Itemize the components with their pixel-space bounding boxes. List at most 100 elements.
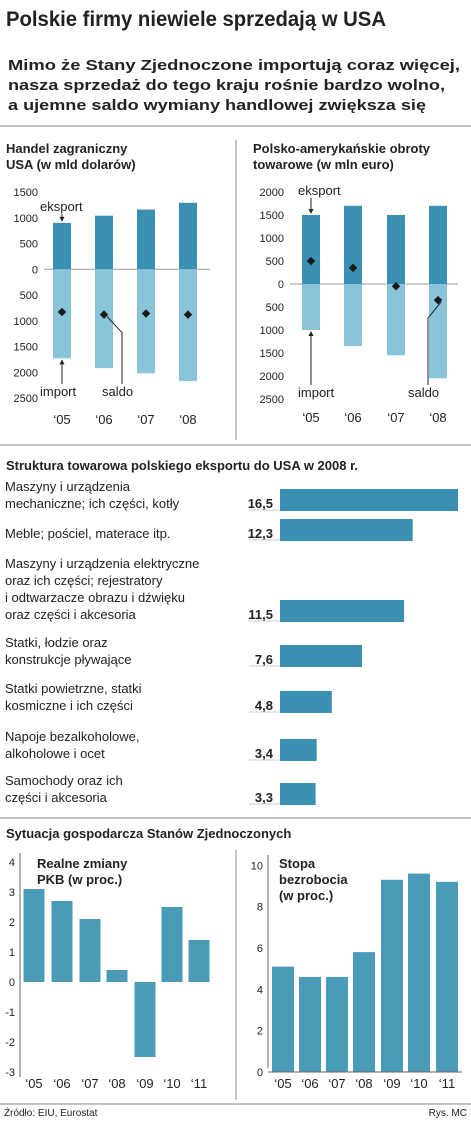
category-label: kosmiczne i ich części bbox=[5, 698, 133, 713]
x-tick-label: ‘10 bbox=[410, 1076, 427, 1091]
bar bbox=[344, 284, 362, 347]
y-tick-label: -3 bbox=[5, 1067, 15, 1079]
series-label: eksport bbox=[40, 199, 83, 214]
x-tick-label: ‘06 bbox=[301, 1076, 318, 1091]
value-label: 3,3 bbox=[255, 790, 273, 805]
category-label: oraz ich części; rejestratory bbox=[5, 573, 163, 588]
bar bbox=[408, 873, 430, 1072]
bar bbox=[23, 889, 45, 982]
bar bbox=[387, 284, 405, 356]
bar bbox=[272, 966, 294, 1072]
pointer-head bbox=[59, 359, 65, 365]
bar bbox=[188, 940, 210, 982]
y-tick-label: 1000 bbox=[260, 325, 284, 337]
y-tick-label: 1 bbox=[9, 947, 15, 959]
saldo-marker bbox=[348, 263, 358, 273]
category-label: Meble; pościel, materace itp. bbox=[5, 526, 170, 541]
y-tick-label: 2000 bbox=[260, 371, 284, 383]
x-tick-label: ‘09 bbox=[383, 1076, 400, 1091]
bar bbox=[381, 879, 403, 1072]
chart-title: PKB (w proc.) bbox=[37, 872, 122, 887]
section-title: Sytuacja gospodarcza Stanów Zjednoczonyc… bbox=[6, 826, 291, 841]
y-tick-label: 4 bbox=[9, 857, 15, 869]
y-tick-label: 8 bbox=[257, 902, 263, 914]
saldo-marker bbox=[57, 307, 67, 317]
x-tick-label: ‘08 bbox=[429, 410, 446, 425]
category-label: mechaniczne; ich części, kotły bbox=[5, 496, 180, 511]
bar bbox=[280, 691, 332, 713]
y-tick-label: 10 bbox=[251, 860, 263, 872]
bar bbox=[134, 982, 156, 1057]
chart-title: (w proc.) bbox=[279, 888, 333, 903]
y-tick-label: 500 bbox=[20, 239, 38, 251]
saldo-marker bbox=[433, 295, 443, 305]
bar bbox=[137, 269, 155, 374]
x-tick-label: ‘07 bbox=[387, 410, 404, 425]
y-tick-label: 1000 bbox=[14, 213, 38, 225]
series-label: import bbox=[40, 384, 77, 399]
credit: Rys. MC bbox=[429, 1108, 467, 1119]
pointer bbox=[427, 301, 442, 385]
bar bbox=[326, 976, 348, 1072]
bar bbox=[179, 269, 197, 382]
pointer-head bbox=[59, 216, 65, 222]
bar bbox=[137, 209, 155, 270]
subtitle: nasza sprzedaż do tego kraju rośnie bard… bbox=[8, 77, 445, 94]
bar bbox=[280, 489, 458, 511]
x-tick-label: ‘06 bbox=[53, 1076, 70, 1091]
x-tick-label: ‘05 bbox=[53, 412, 70, 427]
y-tick-label: 2500 bbox=[14, 393, 38, 405]
y-tick-label: 1500 bbox=[260, 348, 284, 360]
saldo-marker bbox=[183, 310, 193, 319]
bar bbox=[53, 222, 71, 270]
y-tick-label: -2 bbox=[5, 1037, 15, 1049]
value-label: 4,8 bbox=[255, 698, 273, 713]
bar bbox=[436, 881, 458, 1072]
series-label: saldo bbox=[102, 384, 133, 399]
bar bbox=[387, 215, 405, 284]
category-label: Napoje bezalkoholowe, bbox=[5, 729, 139, 744]
category-label: alkoholowe i ocet bbox=[5, 746, 105, 761]
category-label: Statki, łodzie oraz bbox=[5, 635, 108, 650]
x-tick-label: ‘07 bbox=[328, 1076, 345, 1091]
pointer-head bbox=[308, 209, 314, 214]
y-tick-label: 4 bbox=[257, 984, 263, 996]
x-tick-label: ‘05 bbox=[274, 1076, 291, 1091]
saldo-marker bbox=[306, 256, 316, 266]
x-tick-label: ‘11 bbox=[439, 1076, 455, 1091]
bar bbox=[280, 783, 316, 805]
category-label: konstrukcje pływające bbox=[5, 652, 131, 667]
pointer-head bbox=[308, 331, 314, 336]
bar bbox=[344, 205, 362, 284]
y-tick-label: 0 bbox=[32, 264, 38, 276]
bar bbox=[280, 739, 317, 761]
category-label: oraz części i akcesoria bbox=[5, 607, 137, 622]
source: Źródło: EIU, Eurostat bbox=[4, 1106, 98, 1119]
y-tick-label: 2000 bbox=[260, 187, 284, 199]
x-tick-label: ‘07 bbox=[81, 1076, 98, 1091]
series-label: eksport bbox=[298, 183, 341, 198]
x-tick-label: ‘09 bbox=[136, 1076, 153, 1091]
saldo-marker bbox=[99, 310, 109, 319]
x-tick-label: ‘08 bbox=[108, 1076, 125, 1091]
y-tick-label: 1500 bbox=[260, 210, 284, 222]
y-tick-label: 500 bbox=[20, 290, 38, 302]
chart-title: USA (w mld dolarów) bbox=[6, 157, 136, 172]
bar bbox=[302, 284, 320, 330]
x-tick-label: ‘05 bbox=[302, 410, 319, 425]
x-tick-label: ‘08 bbox=[179, 412, 196, 427]
value-label: 12,3 bbox=[248, 526, 273, 541]
bar bbox=[302, 215, 320, 284]
y-tick-label: 6 bbox=[257, 943, 263, 955]
y-tick-label: 2 bbox=[257, 1026, 263, 1038]
bar bbox=[429, 205, 447, 284]
bar bbox=[95, 215, 113, 270]
bar bbox=[106, 970, 128, 982]
y-tick-label: 500 bbox=[266, 256, 284, 268]
bar bbox=[299, 976, 321, 1072]
y-tick-label: 3 bbox=[9, 887, 15, 899]
bar bbox=[280, 519, 413, 541]
saldo-marker bbox=[391, 282, 401, 291]
value-label: 16,5 bbox=[248, 496, 273, 511]
y-tick-label: 0 bbox=[9, 977, 15, 989]
